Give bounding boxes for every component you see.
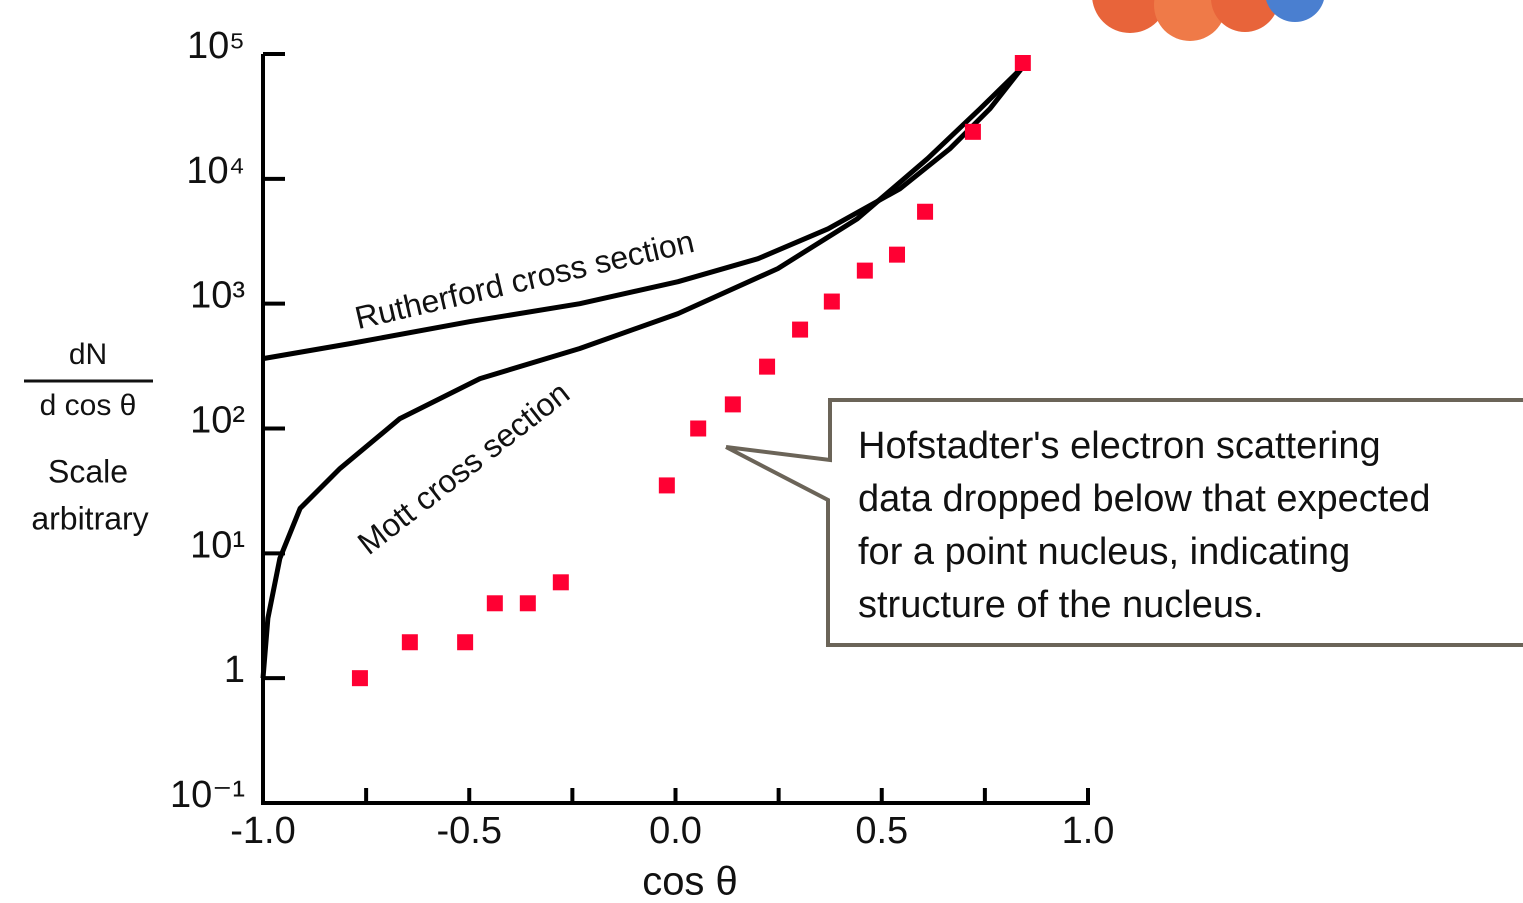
annotation-box [725,398,1523,647]
data-point [917,203,934,220]
nucleus-illustration [1092,0,1324,41]
data-point [964,123,981,140]
data-point [856,262,873,279]
annotation-line: for a point nucleus, indicating [858,531,1350,573]
y-label-denominator: d cos θ [40,389,137,422]
y-label-note: arbitrary [31,500,148,536]
x-tick-label: 0.5 [855,810,908,852]
data-point [1014,55,1031,72]
data-point [690,420,707,437]
annotation-line: Hofstadter's electron scattering [858,425,1381,467]
data-point [823,293,840,310]
x-tick-label: -0.5 [437,810,502,852]
y-label-note: Scale [48,453,128,489]
y-tick-label: 10⁵ [187,25,245,67]
data-point [552,574,569,591]
y-tick-label: 10⁻¹ [170,774,245,816]
neutron [1266,0,1324,22]
proton [1211,0,1279,32]
x-axis-label: cos θ [642,860,738,903]
data-point [792,321,809,338]
y-tick-label: 1 [224,649,245,691]
curve [260,65,1025,679]
data-point [457,634,474,651]
x-tick-label: 1.0 [1062,810,1115,852]
y-tick-label: 10² [190,400,245,442]
curve-label: Mott cross section [351,374,576,561]
proton [1154,0,1226,41]
data-point [724,396,741,413]
annotation-line: data dropped below that expected [858,478,1431,520]
data-point [401,634,418,651]
y-tick-label: 10³ [190,275,245,317]
curve-label: Rutherford cross section [351,223,697,336]
x-tick-label: -1.0 [230,810,295,852]
y-tick-label: 10¹ [190,524,245,566]
curve [262,65,1025,362]
y-label-numerator: dN [69,338,107,371]
data-point [889,246,906,263]
data-point [486,595,503,612]
data-point [759,358,776,375]
proton [1092,0,1168,33]
x-tick-label: 0.0 [649,810,702,852]
annotation-line: structure of the nucleus. [858,584,1264,626]
data-point [658,477,675,494]
data-point [351,670,368,687]
data-point [519,595,536,612]
y-tick-label: 10⁴ [186,150,245,192]
